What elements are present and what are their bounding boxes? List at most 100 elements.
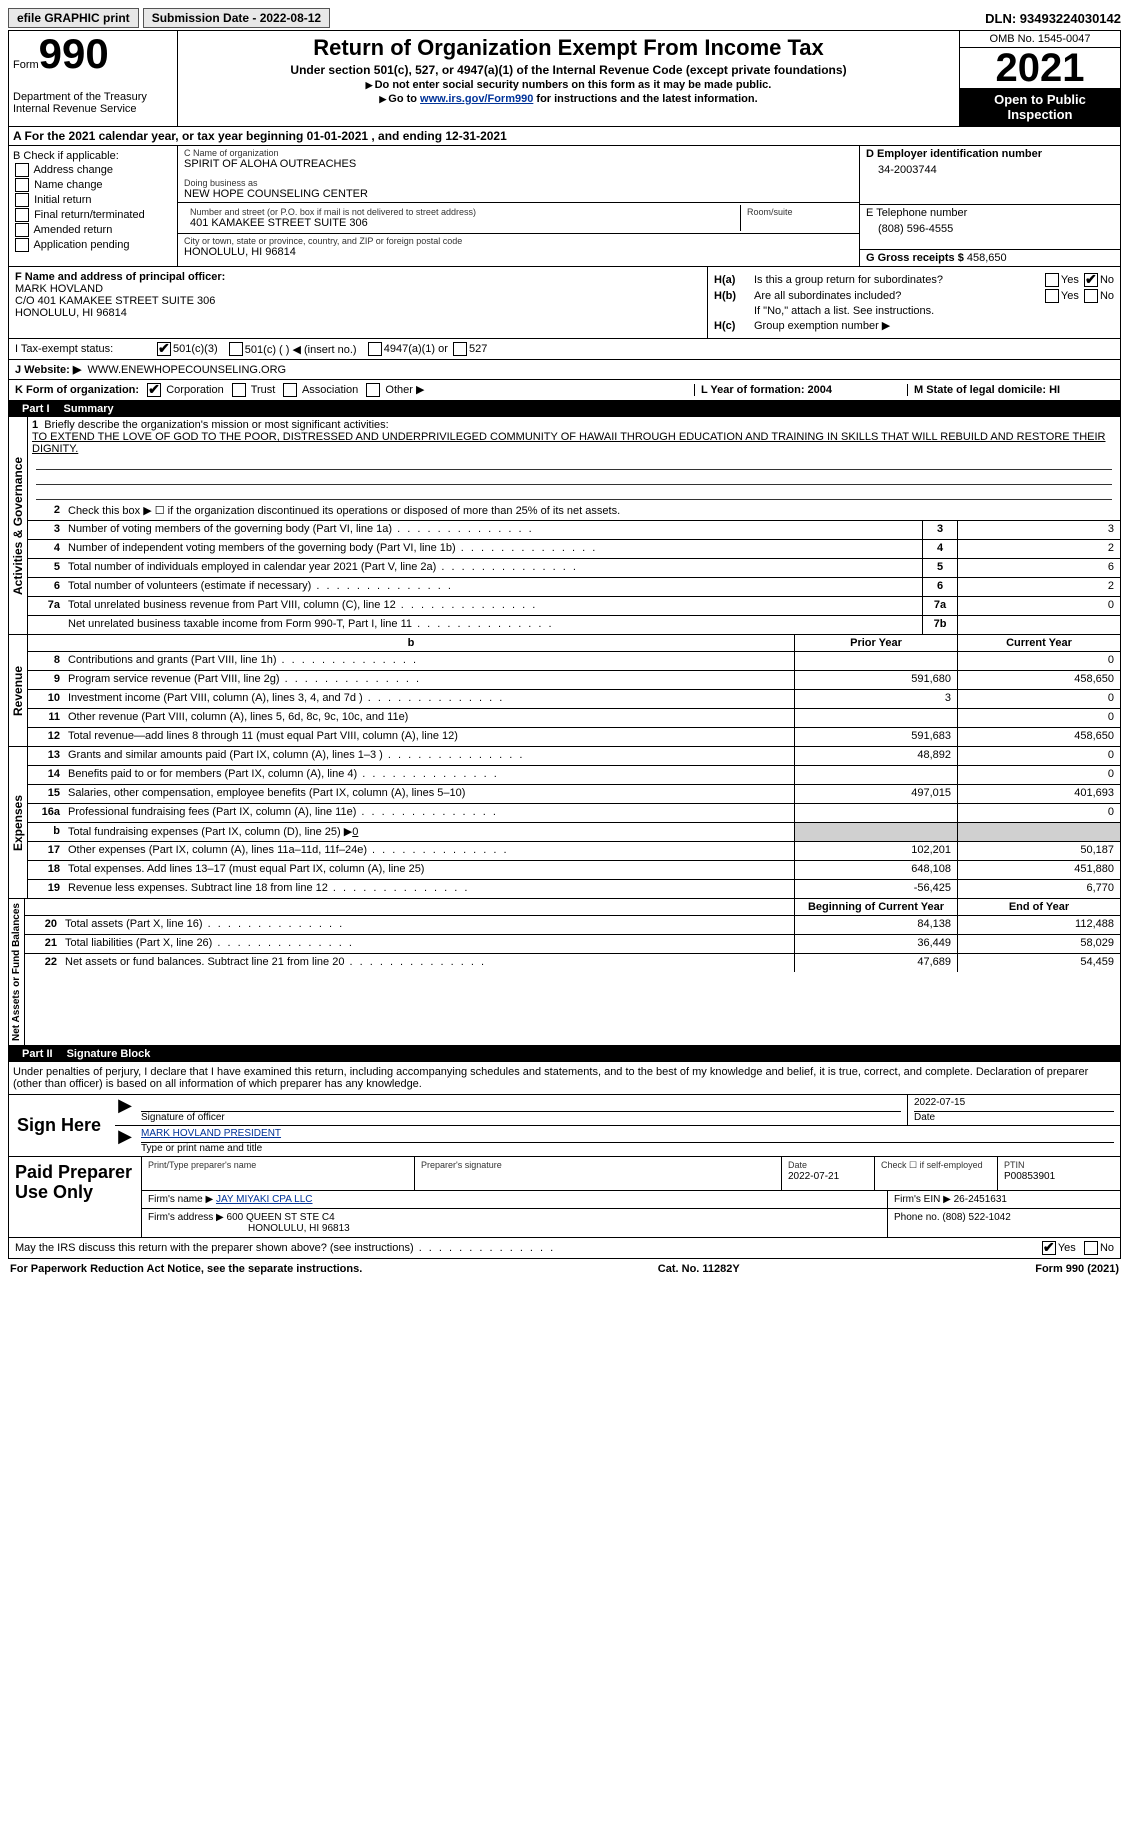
prep-name-label: Print/Type preparer's name <box>148 1160 256 1170</box>
phone-label: E Telephone number <box>866 207 1114 219</box>
i-501c3[interactable] <box>157 342 171 356</box>
hb-no[interactable] <box>1084 289 1098 303</box>
l4: Number of independent voting members of … <box>64 540 922 558</box>
check-self-label: Check ☐ if self-employed <box>881 1160 983 1170</box>
k-other[interactable] <box>366 383 380 397</box>
open-public-badge: Open to Public Inspection <box>960 88 1120 126</box>
p8 <box>794 652 957 670</box>
l9: Program service revenue (Part VIII, line… <box>64 671 794 689</box>
check-initial-return[interactable] <box>15 193 29 207</box>
l15: Salaries, other compensation, employee b… <box>64 785 794 803</box>
c9: 458,650 <box>957 671 1120 689</box>
revenue-section: Revenue bPrior YearCurrent Year 8Contrib… <box>8 635 1121 747</box>
k-corp[interactable] <box>147 383 161 397</box>
street-address: 401 KAMAKEE STREET SUITE 306 <box>190 217 734 229</box>
c16a: 0 <box>957 804 1120 822</box>
l13: Grants and similar amounts paid (Part IX… <box>64 747 794 765</box>
submission-date-button[interactable]: Submission Date - 2022-08-12 <box>143 8 330 28</box>
org-name: SPIRIT OF ALOHA OUTREACHES <box>184 158 853 170</box>
paid-label: Paid Preparer Use Only <box>9 1157 141 1237</box>
l21: Total liabilities (Part X, line 26) <box>61 935 794 953</box>
irs-link[interactable]: www.irs.gov/Form990 <box>420 93 533 105</box>
firm-name-label: Firm's name ▶ <box>148 1194 213 1205</box>
p21: 36,449 <box>794 935 957 953</box>
ha-yes[interactable] <box>1045 273 1059 287</box>
officer-addr2: HONOLULU, HI 96814 <box>15 307 701 319</box>
check-address-change[interactable] <box>15 163 29 177</box>
discuss-yes[interactable] <box>1042 1241 1056 1255</box>
paid-preparer-block: Paid Preparer Use Only Print/Type prepar… <box>8 1157 1121 1238</box>
hb-text: Are all subordinates included? <box>754 290 1043 302</box>
street-label: Number and street (or P.O. box if mail i… <box>190 207 734 217</box>
section-b-title: B Check if applicable: <box>13 150 173 162</box>
ein-value: 34-2003744 <box>866 160 1114 180</box>
hc-text: Group exemption number ▶ <box>754 319 1114 332</box>
p20: 84,138 <box>794 916 957 934</box>
top-bar: efile GRAPHIC print Submission Date - 20… <box>8 8 1121 28</box>
beg-hdr: Beginning of Current Year <box>794 899 957 915</box>
c14: 0 <box>957 766 1120 784</box>
c8: 0 <box>957 652 1120 670</box>
p10: 3 <box>794 690 957 708</box>
check-app-pending[interactable] <box>15 238 29 252</box>
instr2-pre: Go to <box>388 93 420 105</box>
dept-label: Department of the Treasury Internal Reve… <box>13 91 173 115</box>
p14 <box>794 766 957 784</box>
c15: 401,693 <box>957 785 1120 803</box>
firm-name[interactable]: JAY MIYAKI CPA LLC <box>216 1194 313 1205</box>
check-final-return[interactable] <box>15 208 29 222</box>
subtitle: Under section 501(c), 527, or 4947(a)(1)… <box>182 63 955 77</box>
firm-addr1: 600 QUEEN ST STE C4 <box>227 1212 335 1223</box>
firm-phone: (808) 522-1042 <box>942 1212 1010 1223</box>
part2-header: Part II Signature Block <box>8 1046 1121 1062</box>
i-527[interactable] <box>453 342 467 356</box>
hb-yes[interactable] <box>1045 289 1059 303</box>
prior-hdr: Prior Year <box>794 635 957 651</box>
c18: 451,880 <box>957 861 1120 879</box>
discuss-row: May the IRS discuss this return with the… <box>8 1238 1121 1259</box>
arrow-icon: ▶ <box>115 1126 135 1156</box>
k-trust[interactable] <box>232 383 246 397</box>
l6: Total number of volunteers (estimate if … <box>64 578 922 596</box>
check-name-change[interactable] <box>15 178 29 192</box>
v6: 2 <box>957 578 1120 596</box>
prep-date: 2022-07-21 <box>788 1171 839 1182</box>
officer-label: F Name and address of principal officer: <box>15 271 701 283</box>
v4: 2 <box>957 540 1120 558</box>
k-assoc[interactable] <box>283 383 297 397</box>
efile-print-button[interactable]: efile GRAPHIC print <box>8 8 139 28</box>
v7b <box>957 616 1120 634</box>
tax-year: 2021 <box>960 48 1120 88</box>
name-title-label: Type or print name and title <box>141 1143 262 1154</box>
i-label: I Tax-exempt status: <box>15 343 155 355</box>
instr2-post: for instructions and the latest informat… <box>533 93 757 105</box>
ha-text: Is this a group return for subordinates? <box>754 274 1043 286</box>
c20: 112,488 <box>957 916 1120 934</box>
p18: 648,108 <box>794 861 957 879</box>
p9: 591,680 <box>794 671 957 689</box>
i-4947[interactable] <box>368 342 382 356</box>
officer-name-title[interactable]: MARK HOVLAND PRESIDENT <box>141 1128 281 1139</box>
c21: 58,029 <box>957 935 1120 953</box>
side-net: Net Assets or Fund Balances <box>9 899 25 1045</box>
discuss-no[interactable] <box>1084 1241 1098 1255</box>
row-j: J Website: ▶ WWW.ENEWHOPECOUNSELING.ORG <box>8 360 1121 380</box>
v3: 3 <box>957 521 1120 539</box>
dln-label: DLN: 93493224030142 <box>985 11 1121 26</box>
sign-here-label: Sign Here <box>9 1095 115 1156</box>
net-assets-section: Net Assets or Fund Balances Beginning of… <box>8 899 1121 1046</box>
row-k: K Form of organization: Corporation Trus… <box>8 380 1121 401</box>
i-501c[interactable] <box>229 342 243 356</box>
c19: 6,770 <box>957 880 1120 898</box>
part1-header: Part I Summary <box>8 401 1121 417</box>
form-word: Form <box>13 59 39 71</box>
l5: Total number of individuals employed in … <box>64 559 922 577</box>
ha-no[interactable] <box>1084 273 1098 287</box>
city-label: City or town, state or province, country… <box>184 236 853 246</box>
check-amended[interactable] <box>15 223 29 237</box>
form-header: Form990 Department of the Treasury Inter… <box>8 30 1121 127</box>
side-exp: Expenses <box>9 747 28 898</box>
sig-intro: Under penalties of perjury, I declare th… <box>8 1062 1121 1095</box>
room-label: Room/suite <box>747 207 847 217</box>
instruction-1: Do not enter social security numbers on … <box>182 79 955 91</box>
